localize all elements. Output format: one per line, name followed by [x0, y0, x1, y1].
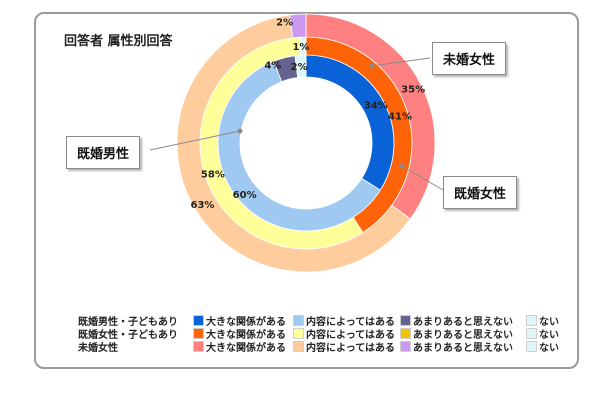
- legend-item-label: ない: [539, 343, 559, 354]
- pct-label-kikon-josei-0: 41%: [388, 112, 412, 123]
- legend-entry: あまりあると思えない: [400, 326, 527, 341]
- legend-item-label: 大きな関係がある: [206, 330, 286, 341]
- legend-swatch: [193, 341, 204, 352]
- legend-entry: ない: [526, 326, 567, 341]
- chart-title: 回答者 属性別回答: [64, 34, 173, 49]
- leader-kikon-josei: [401, 165, 444, 191]
- legend-entry: あまりあると思えない: [400, 339, 527, 354]
- legend-item-label: 内容によってはある: [306, 317, 395, 328]
- callout-kikon-dansei: 既婚男性: [66, 136, 141, 169]
- legend-entry: 大きな関係がある: [193, 313, 294, 328]
- donut-rings: [176, 13, 436, 273]
- legend-group-label: 既婚男性・子どもあり: [78, 317, 178, 328]
- legend-entry: あまりあると思えない: [400, 313, 527, 328]
- ring-mikon-josei-segment-1: [176, 14, 411, 273]
- legend-entry: ない: [526, 313, 567, 328]
- legend-item-label: あまりあると思えない: [413, 317, 513, 328]
- pct-label-kikon-josei-3: 1%: [292, 42, 309, 53]
- pct-label-kikon-dansei-0: 34%: [364, 101, 388, 112]
- leader-mikon-josei: [371, 57, 431, 67]
- legend-entry: 内容によってはある: [293, 339, 401, 354]
- pct-label-kikon-dansei-2: 4%: [264, 60, 281, 71]
- legend-row-kikon-dansei: 既婚男性・子どもあり 大きな関係がある 内容によってはある あまりあると思えない…: [78, 313, 567, 328]
- legend-swatch: [526, 315, 537, 326]
- legend-swatch: [400, 328, 411, 339]
- legend-swatch: [400, 315, 411, 326]
- legend-swatch: [193, 328, 204, 339]
- legend-swatch: [293, 328, 304, 339]
- legend-item-label: ない: [539, 317, 559, 328]
- legend-entry: 大きな関係がある: [193, 326, 294, 341]
- percent-labels: 34% 60% 4% 2% 41% 58% 1% 35% 63% 2%: [191, 18, 426, 211]
- callout-kikon-josei: 既婚女性: [443, 176, 518, 209]
- ring-mikon-josei-segment-2: [289, 13, 307, 39]
- legend-swatch: [526, 341, 537, 352]
- legend-entry: 内容によってはある: [293, 313, 401, 328]
- leader-kikon-josei-dot: [399, 163, 405, 169]
- legend-swatch: [293, 341, 304, 352]
- legend-entry: ない: [526, 339, 567, 354]
- legend-swatch: [293, 315, 304, 326]
- legend-item-label: 内容によってはある: [306, 343, 395, 354]
- pct-label-mikon-josei-1: 63%: [191, 200, 215, 211]
- legend-row-mikon-josei: 未婚女性 大きな関係がある 内容によってはある あまりあると思えない ない: [78, 339, 567, 354]
- callout-leaders: [149, 57, 444, 191]
- legend-item-label: あまりあると思えない: [413, 343, 513, 354]
- legend-group-label: 既婚女性・子どもあり: [78, 330, 178, 341]
- pct-label-mikon-josei-2: 2%: [276, 18, 293, 29]
- pct-label-kikon-josei-1: 58%: [201, 169, 225, 180]
- legend-entry: 大きな関係がある: [193, 339, 294, 354]
- leader-kikon-dansei: [149, 130, 241, 151]
- callout-mikon-josei: 未婚女性: [432, 42, 507, 75]
- leader-kikon-dansei-dot: [237, 128, 243, 134]
- legend-swatch: [193, 315, 204, 326]
- legend-item-label: 大きな関係がある: [206, 317, 286, 328]
- legend-item-label: ない: [539, 330, 559, 341]
- legend-item-label: 大きな関係がある: [206, 343, 286, 354]
- legend-swatch: [400, 341, 411, 352]
- pct-label-kikon-dansei-3: 2%: [291, 62, 308, 73]
- legend-item-label: 内容によってはある: [306, 330, 395, 341]
- legend: 既婚男性・子どもあり 大きな関係がある 内容によってはある あまりあると思えない…: [78, 313, 567, 354]
- legend-row-kikon-josei: 既婚女性・子どもあり 大きな関係がある 内容によってはある あまりあると思えない…: [78, 326, 567, 341]
- legend-swatch: [526, 328, 537, 339]
- legend-item-label: あまりあると思えない: [413, 330, 513, 341]
- legend-group-label: 未婚女性: [78, 343, 118, 354]
- leader-mikon-josei-dot: [369, 63, 375, 69]
- pct-label-mikon-josei-0: 35%: [401, 84, 425, 95]
- pct-label-kikon-dansei-1: 60%: [233, 190, 257, 201]
- legend-entry: 内容によってはある: [293, 326, 401, 341]
